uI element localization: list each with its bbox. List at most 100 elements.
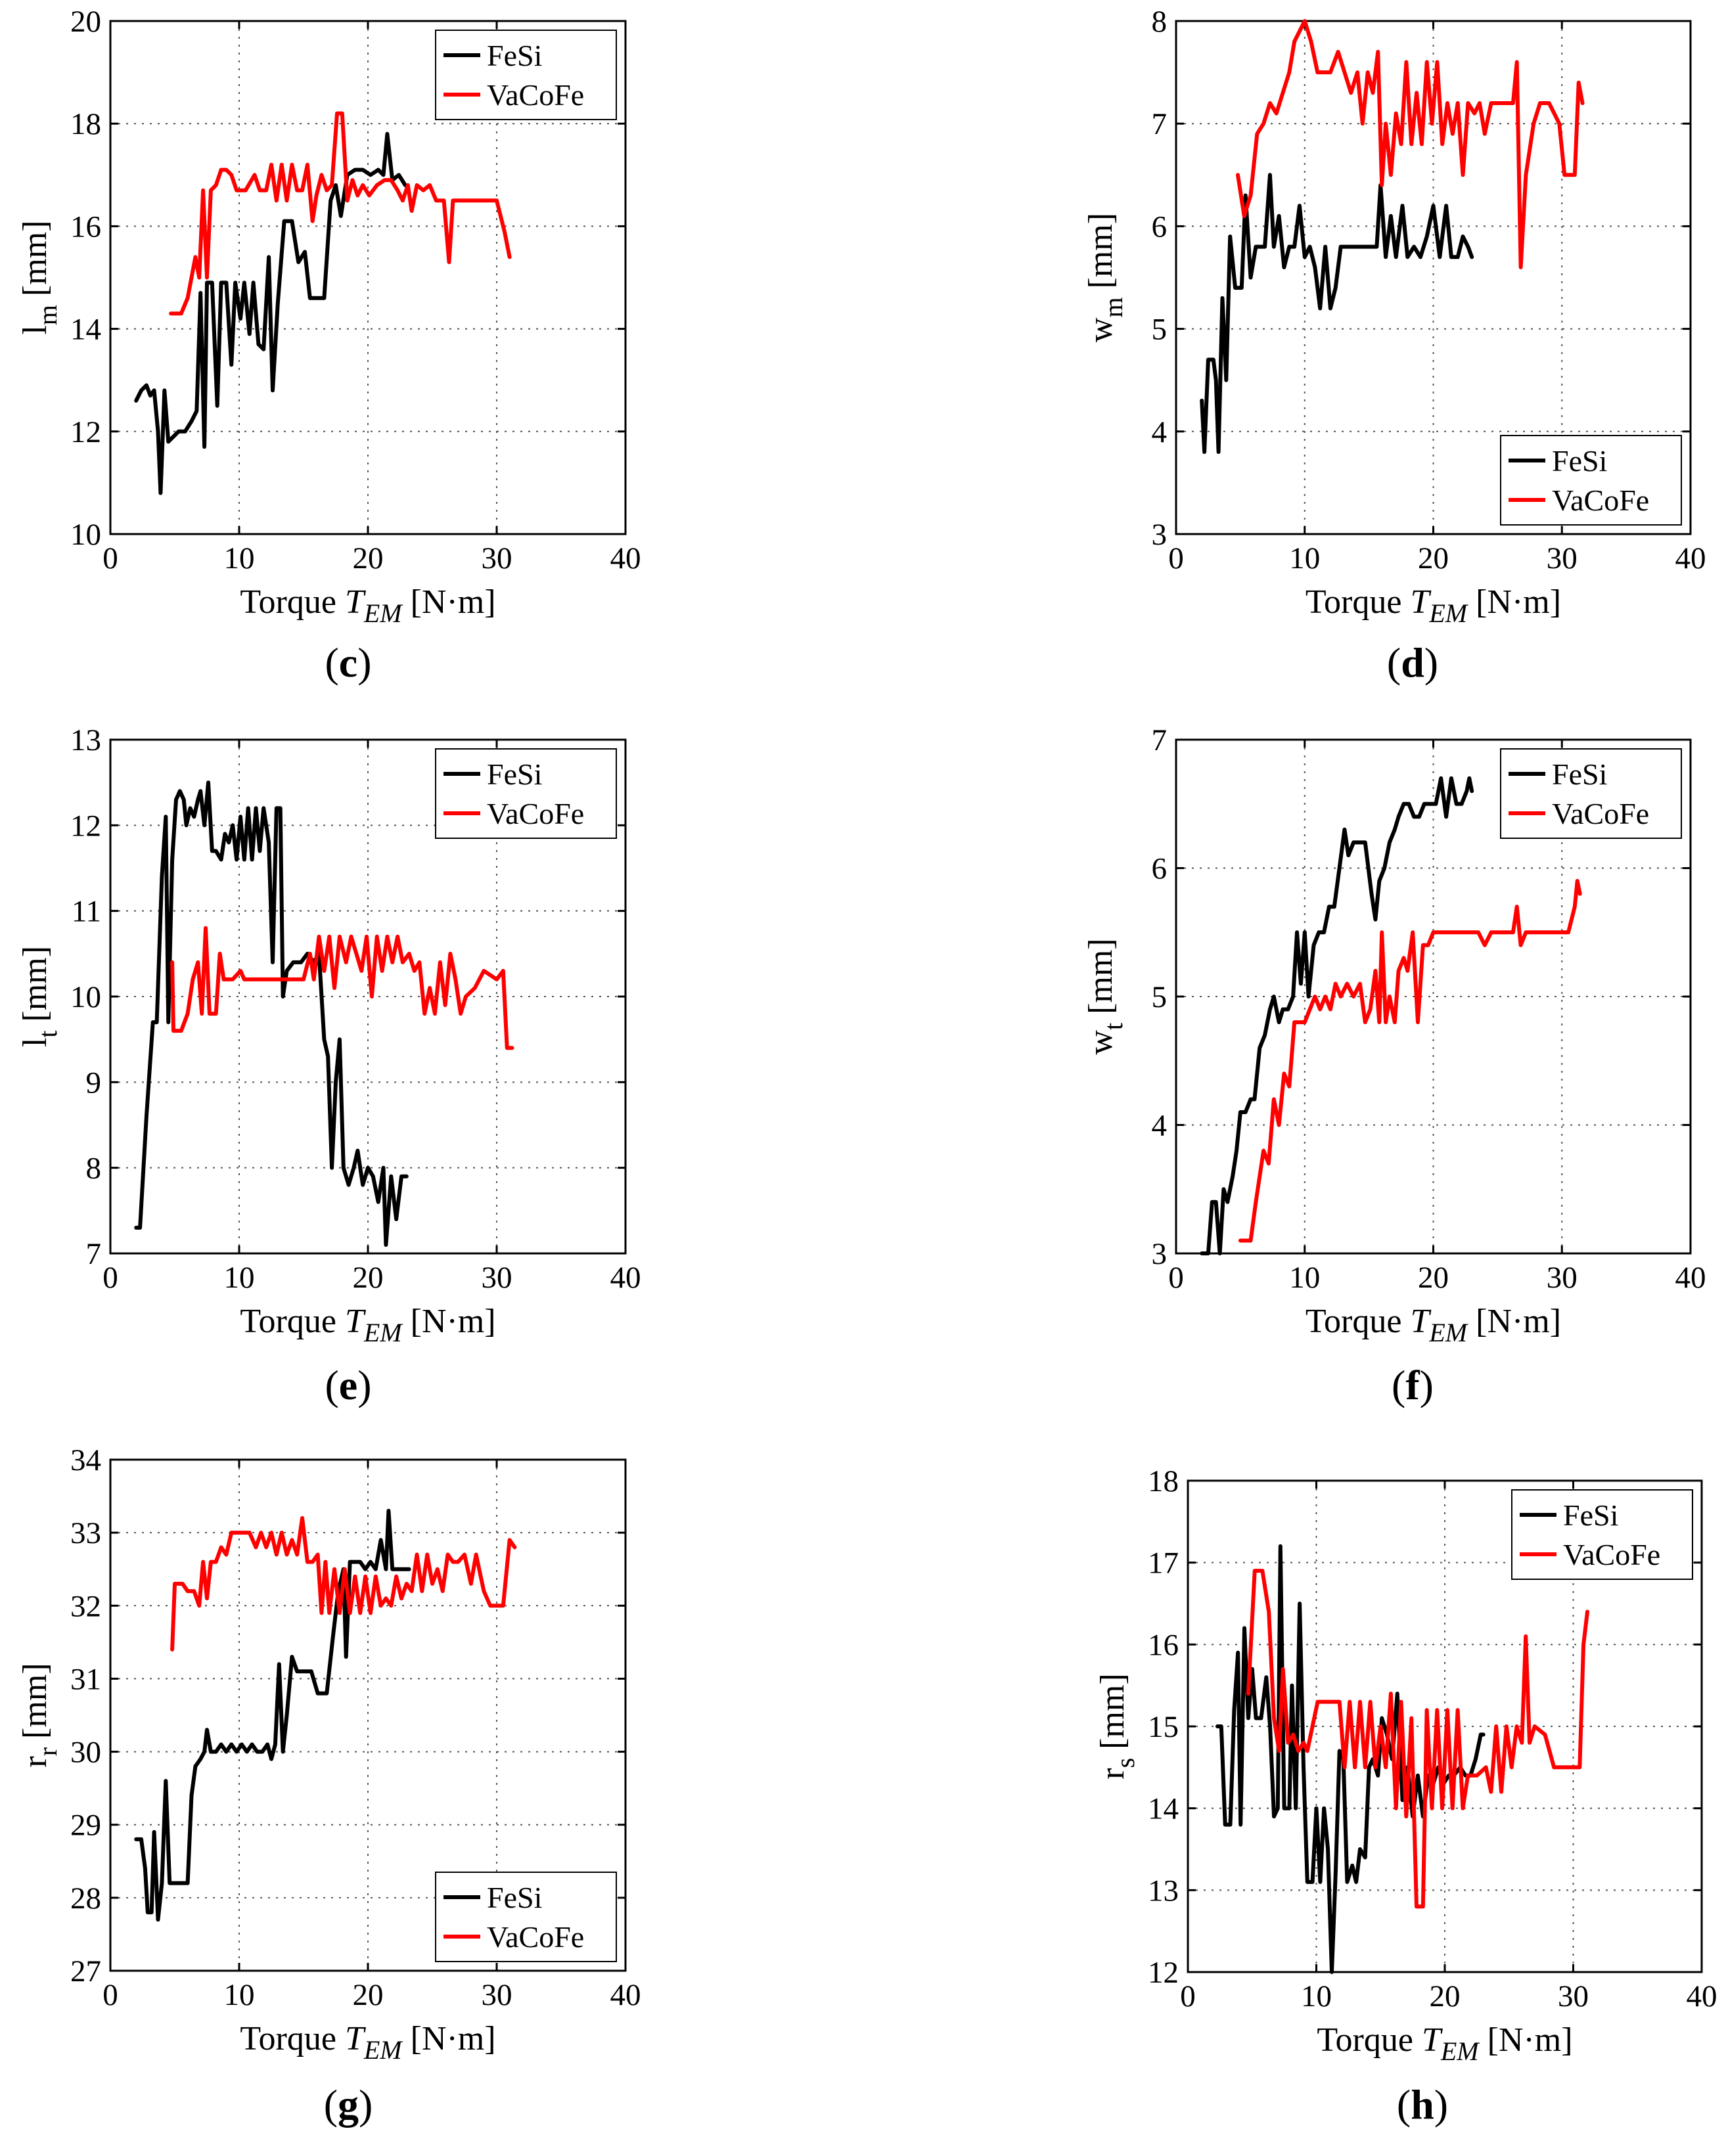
y-tick-label: 4	[1152, 415, 1168, 449]
y-tick-label: 33	[70, 1516, 101, 1550]
y-tick-label: 8	[86, 1152, 102, 1186]
x-tick-label: 0	[1180, 1979, 1196, 2013]
legend-label-vacofe: VaCoFe	[487, 797, 584, 830]
x-tick-label: 10	[1289, 541, 1320, 575]
y-tick-label: 12	[70, 809, 101, 843]
x-tick-label: 40	[1675, 541, 1706, 575]
y-tick-label: 14	[70, 313, 101, 347]
x-tick-label: 10	[224, 1261, 255, 1295]
y-tick-label: 10	[70, 518, 101, 552]
series-line-vacofe	[169, 111, 512, 316]
x-tick-label: 30	[1558, 1979, 1589, 2013]
x-tick-label: 30	[1547, 541, 1578, 575]
legend: FeSi VaCoFe	[1511, 1489, 1693, 1580]
y-axis-label: lt [mm]	[16, 946, 62, 1047]
y-tick-label: 31	[70, 1662, 101, 1696]
legend: FeSi VaCoFe	[435, 1872, 617, 1962]
x-tick-label: 0	[102, 541, 118, 575]
y-tick-label: 7	[1152, 107, 1168, 141]
legend-label-vacofe: VaCoFe	[487, 1920, 584, 1954]
x-tick-label: 20	[1418, 541, 1449, 575]
x-tick-label: 0	[1168, 541, 1184, 575]
x-tick-label: 20	[1430, 1979, 1461, 2013]
series-line-fesi	[134, 1508, 411, 1922]
x-tick-label: 10	[224, 1978, 255, 2012]
y-tick-label: 16	[1148, 1628, 1179, 1662]
legend-label-fesi: FeSi	[487, 757, 542, 791]
legend-label-vacofe: VaCoFe	[487, 78, 584, 112]
series-line-fesi	[134, 780, 409, 1247]
y-axis-label: lm [mm]	[16, 220, 62, 334]
y-tick-label: 15	[1148, 1710, 1179, 1744]
series-line-vacofe	[1238, 879, 1582, 1243]
y-tick-label: 13	[1148, 1874, 1179, 1908]
panel-label: (d)	[1387, 639, 1438, 686]
x-axis-label: Torque TEM [N·m]	[240, 583, 495, 628]
y-tick-label: 6	[1152, 852, 1168, 886]
y-tick-label: 18	[70, 107, 101, 141]
x-axis-label: Torque TEM [N·m]	[240, 1303, 495, 1347]
x-axis-label: Torque TEM [N·m]	[1306, 1303, 1561, 1347]
series-line-vacofe	[1236, 19, 1585, 269]
y-axis-label: wt [mm]	[1082, 938, 1128, 1054]
x-tick-label: 30	[482, 541, 512, 575]
x-tick-label: 10	[1289, 1261, 1320, 1295]
x-tick-label: 10	[224, 541, 255, 575]
y-tick-label: 32	[70, 1589, 101, 1623]
y-tick-label: 11	[72, 895, 101, 929]
y-tick-label: 12	[1148, 1956, 1179, 1990]
x-axis-label: Torque TEM [N·m]	[1317, 2021, 1572, 2066]
chart-panel-d: 0 10 20 30 40 3 4 5 6 7 8 FeSi VaCoFe Torque TEM [N·m…	[1082, 5, 1706, 686]
x-tick-label: 10	[1301, 1979, 1332, 2013]
x-tick-label: 30	[1547, 1261, 1578, 1295]
legend-box	[435, 748, 617, 839]
series-line-vacofe	[170, 1516, 517, 1651]
legend-label-fesi: FeSi	[1563, 1498, 1618, 1532]
y-tick-label: 12	[70, 415, 101, 449]
y-tick-label: 10	[70, 980, 101, 1014]
panel-label: (e)	[325, 1362, 371, 1408]
panel-label: (h)	[1397, 2081, 1448, 2128]
panel-label: (f)	[1392, 1362, 1434, 1408]
chart-panel-f: 0 10 20 30 40 3 4 5 6 7 FeSi VaCoFe Torque TEM [N·m]…	[1082, 723, 1706, 1408]
y-tick-label: 20	[70, 5, 101, 39]
series-line-fesi	[1200, 173, 1474, 454]
y-tick-label: 34	[70, 1443, 101, 1477]
y-axis-label: rr [mm]	[16, 1663, 62, 1767]
legend: FeSi VaCoFe	[435, 30, 617, 120]
y-tick-label: 4	[1152, 1109, 1168, 1143]
legend-label-fesi: FeSi	[1552, 444, 1607, 478]
legend-label-vacofe: VaCoFe	[1552, 797, 1649, 830]
panel-label: (c)	[325, 639, 371, 686]
series-line-fesi	[134, 131, 407, 495]
y-tick-label: 7	[86, 1237, 102, 1271]
x-tick-label: 20	[353, 541, 384, 575]
legend-box	[1500, 435, 1682, 526]
y-axis-label: rs [mm]	[1094, 1673, 1140, 1779]
y-tick-label: 13	[70, 723, 101, 757]
x-tick-label: 40	[1687, 1979, 1717, 2013]
y-tick-label: 3	[1152, 518, 1168, 552]
chart-panel-g: 0 10 20 30 40 27 28 29 30 31 32 33 34 FeSi VaCoFe Torqu…	[16, 1443, 641, 2128]
y-tick-label: 28	[70, 1881, 101, 1916]
x-tick-label: 40	[610, 1978, 641, 2012]
x-tick-label: 40	[610, 1261, 641, 1295]
y-tick-label: 8	[1152, 5, 1168, 39]
x-tick-label: 0	[102, 1261, 118, 1295]
y-tick-label: 5	[1152, 313, 1168, 347]
legend-label-fesi: FeSi	[487, 39, 542, 72]
series-line-vacofe	[170, 926, 514, 1050]
x-tick-label: 40	[1675, 1261, 1706, 1295]
x-tick-label: 30	[482, 1261, 512, 1295]
panel-label: (g)	[324, 2081, 373, 2128]
y-tick-label: 5	[1152, 980, 1168, 1014]
legend-box	[1500, 748, 1682, 839]
y-tick-label: 14	[1148, 1792, 1179, 1826]
legend: FeSi VaCoFe	[1500, 435, 1682, 526]
legend: FeSi VaCoFe	[1500, 748, 1682, 839]
y-tick-label: 6	[1152, 210, 1168, 244]
legend-label-fesi: FeSi	[487, 1881, 542, 1914]
legend: FeSi VaCoFe	[435, 748, 617, 839]
y-tick-label: 7	[1152, 723, 1168, 757]
